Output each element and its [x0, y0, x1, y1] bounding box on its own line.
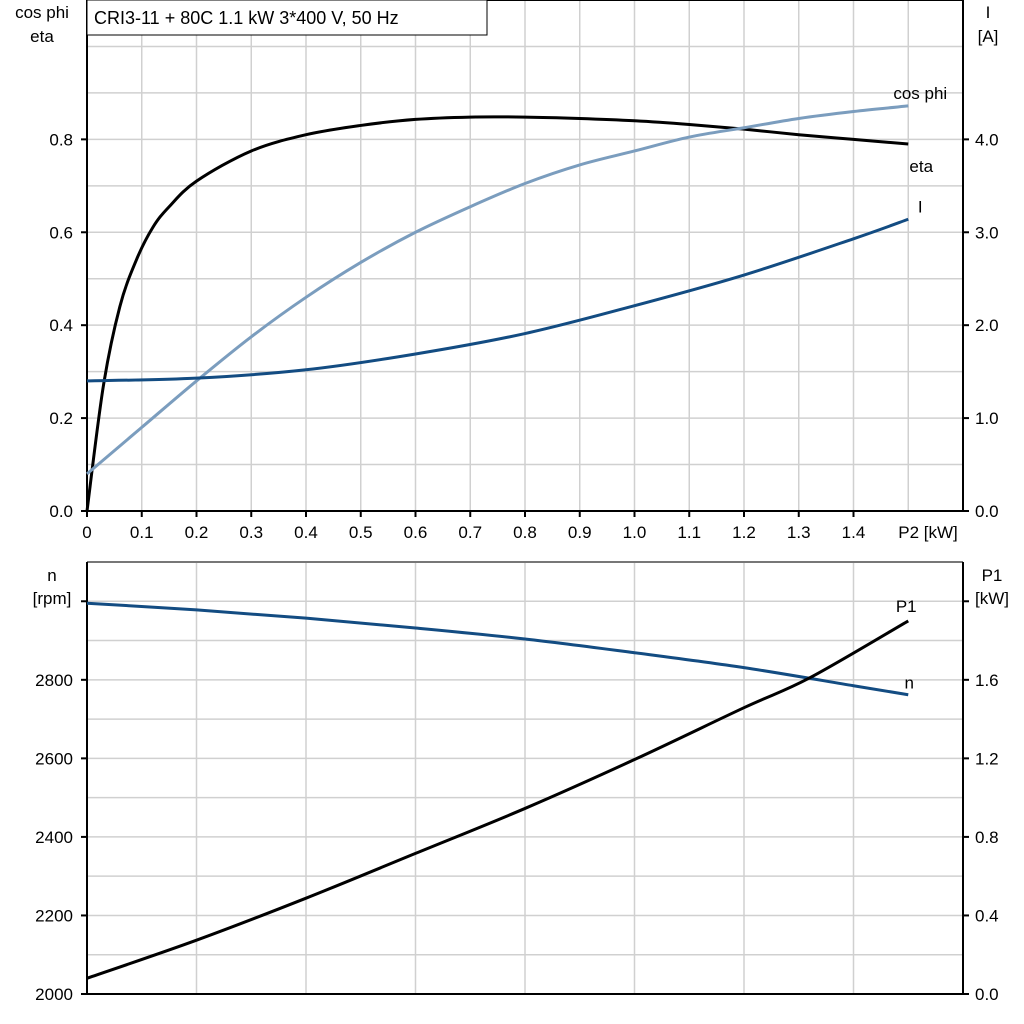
x-tick-label: 1.3	[787, 523, 811, 542]
bottom-chart: 2000 2200 2400 2600 2800 0.0 0.4 0.8 1.2 1.6 n [rpm…	[33, 561, 1009, 1004]
x-tick-label: 0.2	[185, 523, 209, 542]
top-chart: 0.0 0.2 0.4 0.6 0.8 0.0 1.0 2.0 3.0 4.0 0 0.1 0.2 0.3…	[15, 0, 999, 542]
y-right-axis-label: I	[986, 3, 991, 22]
series-label-cos-phi: cos phi	[893, 84, 947, 103]
y-right-tick-label: 0.4	[975, 906, 999, 925]
series-label-eta: eta	[909, 157, 933, 176]
y-left-axis-label: n	[47, 566, 56, 585]
y-right-tick-label: 0.8	[975, 828, 999, 847]
title-box: CRI3-11 + 80C 1.1 kW 3*400 V, 50 Hz	[86, 0, 488, 36]
series-line-i	[86, 217, 909, 383]
y-left-axis-label: cos phi	[15, 3, 69, 22]
y-right-tick-label: 0.0	[975, 502, 999, 521]
y-left-axis-unit: [rpm]	[33, 589, 72, 608]
x-tick-label: 0.8	[513, 523, 537, 542]
x-tick-label: 0.9	[568, 523, 592, 542]
y-right-axis-unit: [kW]	[975, 589, 1009, 608]
y-left-tick-label: 2200	[35, 906, 73, 925]
series-line-p1	[86, 619, 910, 980]
x-tick-label: 0.1	[130, 523, 154, 542]
y-left-tick-label: 2000	[35, 985, 73, 1004]
y-right-tick-label: 1.2	[975, 749, 999, 768]
y-right-axis-unit: [A]	[978, 27, 999, 46]
y-right-tick-label: 1.0	[975, 409, 999, 428]
y-left-tick-label: 0.4	[49, 316, 73, 335]
x-tick-label: 1.0	[623, 523, 647, 542]
x-axis-label: P2 [kW]	[898, 523, 958, 542]
series-label-p1: P1	[896, 597, 917, 616]
x-tick-label: 1.1	[677, 523, 701, 542]
series-line-eta	[85, 115, 909, 512]
y-left-tick-label: 2400	[35, 828, 73, 847]
y-left-tick-label: 0.0	[49, 502, 73, 521]
y-right-tick-label: 3.0	[975, 223, 999, 242]
series-label-n: n	[905, 674, 914, 693]
y-left-tick-label: 0.6	[49, 223, 73, 242]
y-right-axis-label: P1	[982, 566, 1003, 585]
y-left-axis-unit: eta	[30, 27, 54, 46]
y-right-tick-label: 1.6	[975, 671, 999, 690]
series-line-cos-phi	[86, 104, 909, 475]
y-right-tick-label: 0.0	[975, 985, 999, 1004]
x-tick-label: 0.7	[458, 523, 482, 542]
y-left-tick-label: 2600	[35, 749, 73, 768]
series-line-n	[86, 601, 909, 697]
x-tick-label: 0.3	[239, 523, 263, 542]
chart-title: CRI3-11 + 80C 1.1 kW 3*400 V, 50 Hz	[94, 8, 399, 28]
series-label-i: I	[918, 197, 923, 216]
x-tick-label: 0.5	[349, 523, 373, 542]
y-right-tick-label: 4.0	[975, 130, 999, 149]
x-tick-label: 0	[82, 523, 91, 542]
y-left-tick-label: 2800	[35, 671, 73, 690]
x-tick-label: 0.4	[294, 523, 318, 542]
x-tick-label: 0.6	[404, 523, 428, 542]
x-tick-label: 1.4	[842, 523, 866, 542]
y-left-tick-label: 0.8	[49, 130, 73, 149]
y-left-tick-label: 0.2	[49, 409, 73, 428]
x-tick-label: 1.2	[732, 523, 756, 542]
y-right-tick-label: 2.0	[975, 316, 999, 335]
